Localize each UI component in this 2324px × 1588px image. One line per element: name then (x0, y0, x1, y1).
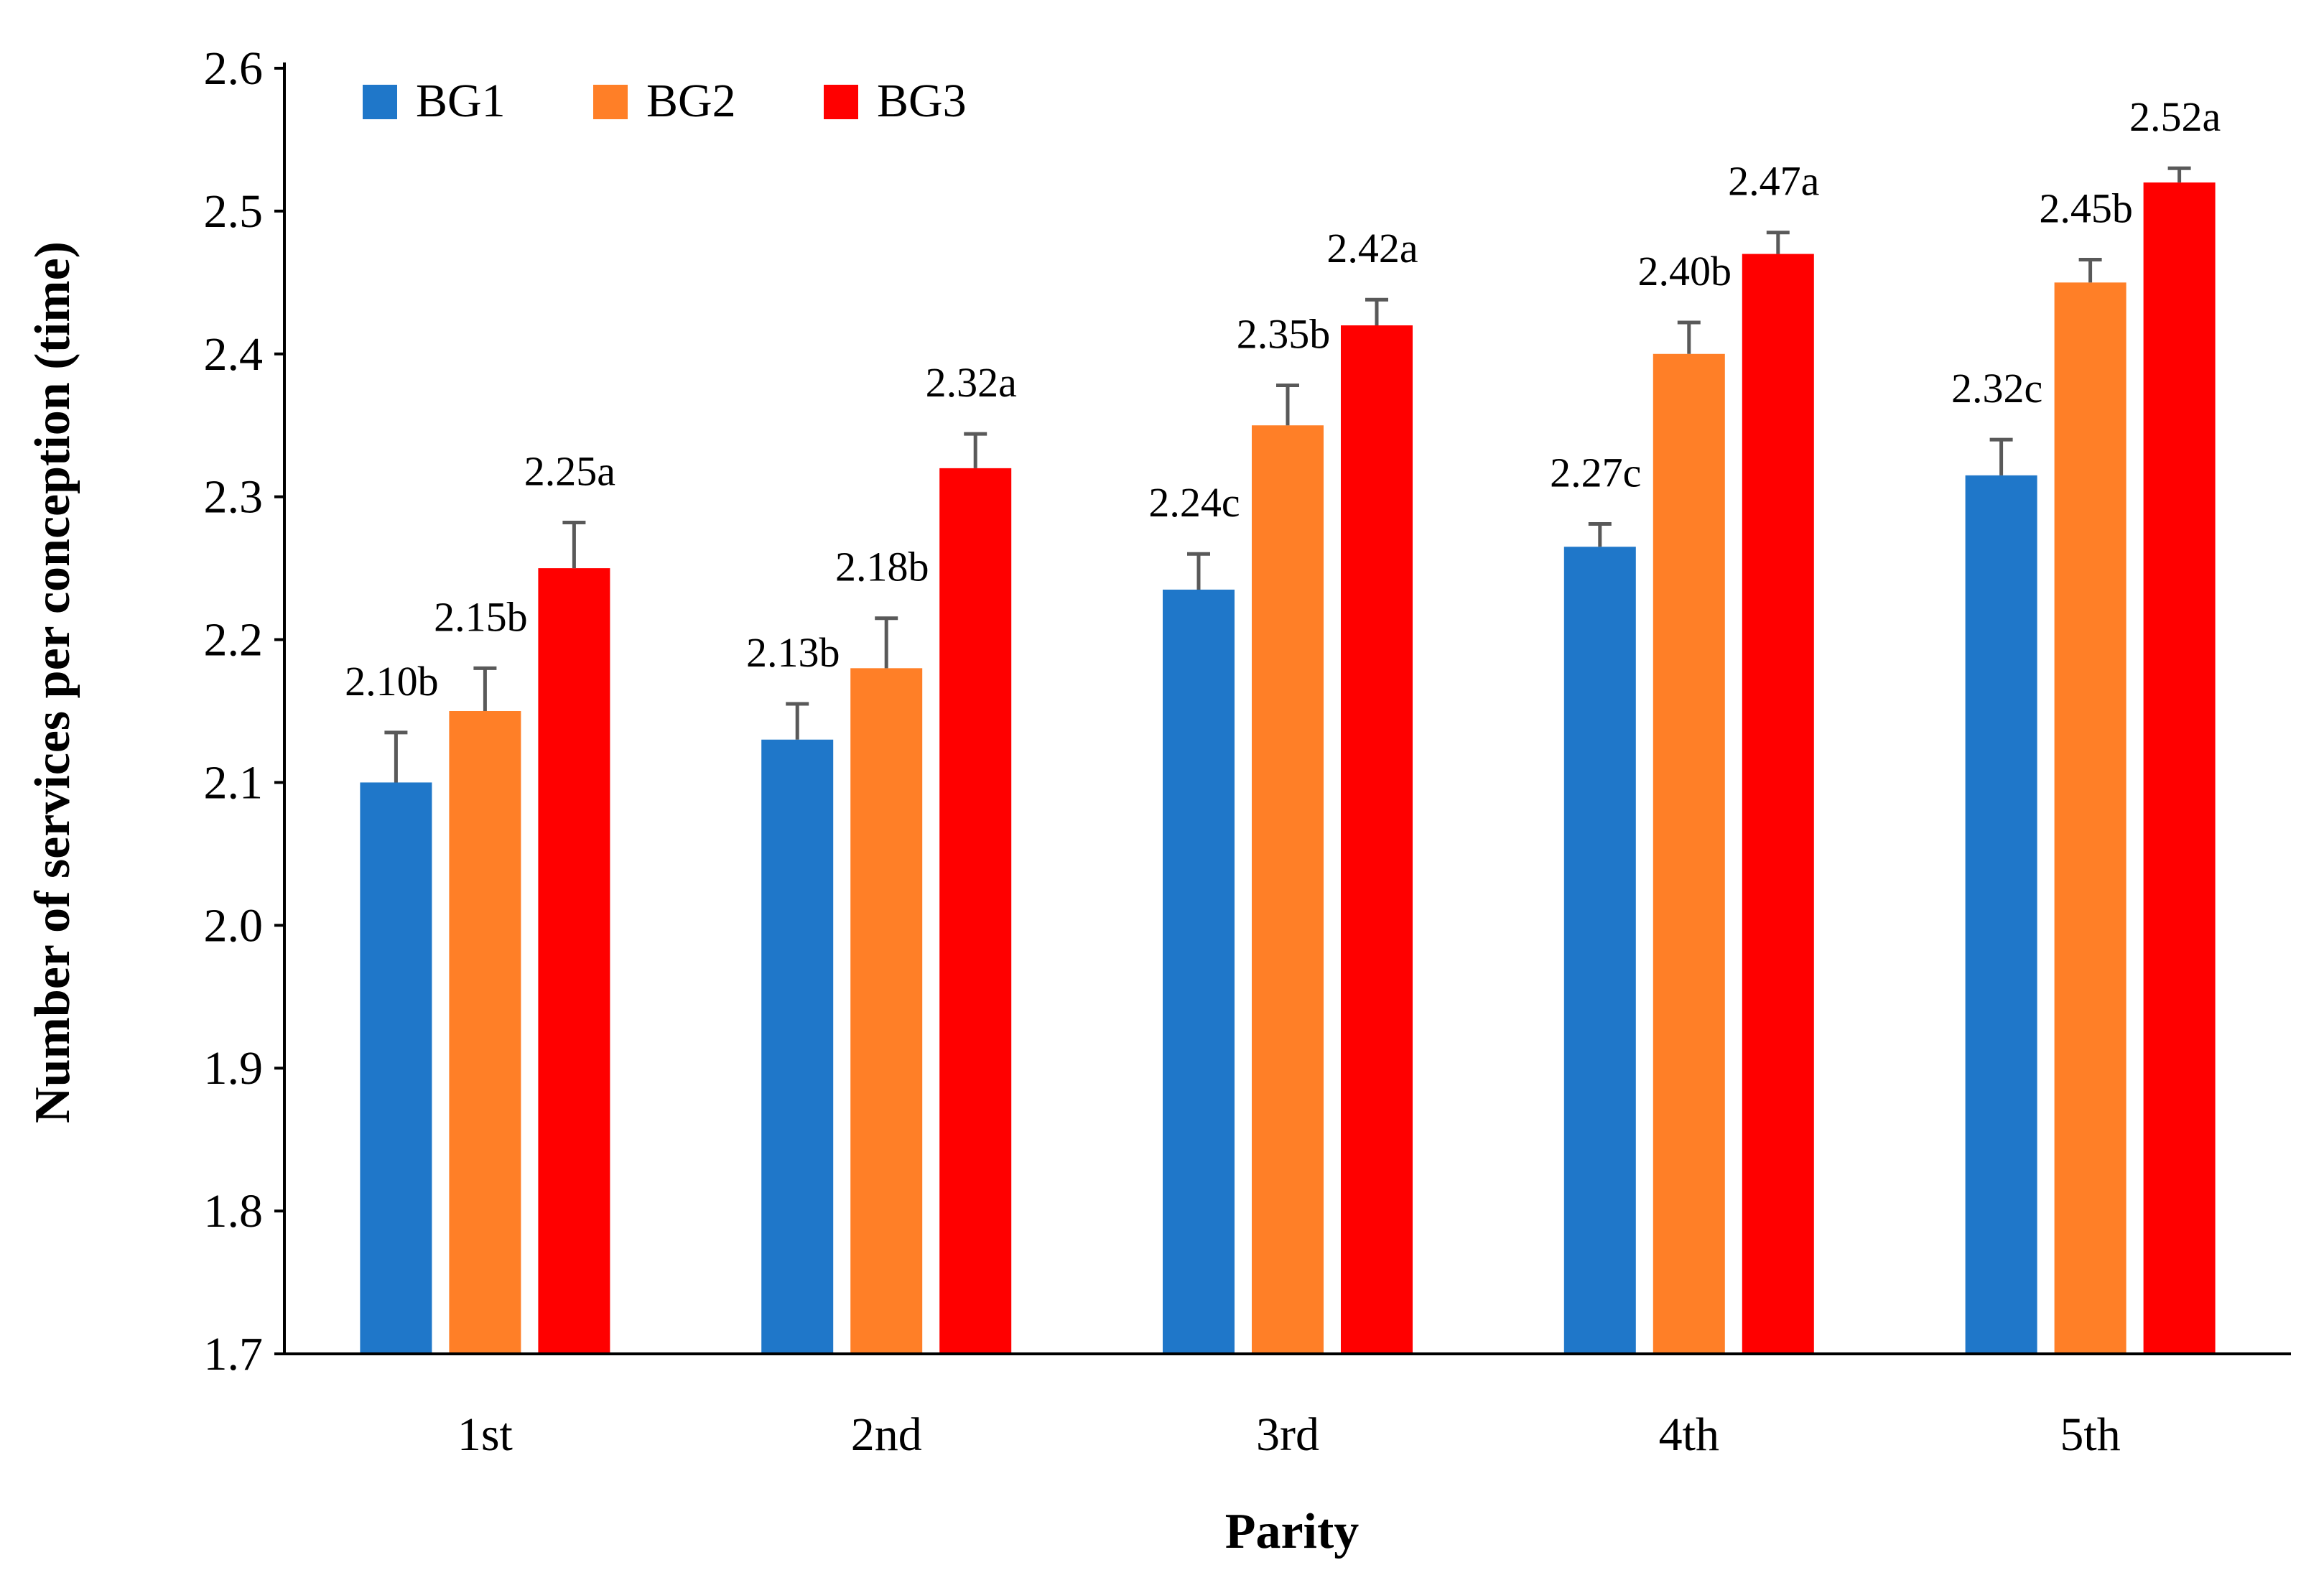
data-label-bg1-1st: 2.10b (345, 658, 439, 705)
error-bar-bg3-2nd (964, 432, 987, 468)
error-bar-bg2-2nd (875, 616, 898, 669)
legend: BG1 BG2 BG3 (363, 75, 967, 127)
bar-bg1-4th (1563, 547, 1636, 1354)
legend-swatch-bg3 (824, 85, 858, 119)
bar-bg3-5th (2143, 182, 2216, 1355)
data-label-bg1-4th: 2.27c (1550, 449, 1641, 496)
bar-bg3-3rd (1341, 325, 1413, 1354)
data-label-bg3-2nd: 2.32a (926, 359, 1017, 406)
error-bars-layer (384, 166, 2191, 783)
y-tick-label-2.3: 2.3 (204, 471, 264, 524)
bar-bg3-2nd (939, 468, 1012, 1354)
bar-bg2-1st (449, 711, 521, 1354)
y-axis-title: Number of services per conception (time) (25, 241, 80, 1123)
legend-item-bg2: BG2 (593, 75, 736, 127)
y-tick-label-2.1: 2.1 (204, 756, 264, 809)
y-tick-label-2.0: 2.0 (204, 899, 264, 952)
legend-item-bg1: BG1 (363, 75, 506, 127)
error-bar-bg3-3rd (1365, 297, 1388, 325)
data-label-bg3-4th: 2.47a (1728, 158, 1819, 205)
error-bar-bg2-5th (2078, 258, 2102, 283)
data-label-bg1-5th: 2.32c (1951, 365, 2042, 412)
error-bar-bg3-1st (562, 520, 586, 569)
bar-bg3-1st (538, 568, 610, 1354)
error-bar-bg1-1st (384, 730, 408, 783)
y-tick-label-2.4: 2.4 (204, 328, 264, 381)
legend-item-bg3: BG3 (824, 75, 967, 127)
data-label-bg2-4th: 2.40b (1638, 248, 1732, 294)
bar-bg3-4th (1742, 254, 1814, 1354)
legend-swatch-bg2 (593, 85, 628, 119)
error-bar-bg2-4th (1677, 320, 1701, 354)
legend-swatch-bg1 (363, 85, 397, 119)
y-tick-label-2.6: 2.6 (204, 42, 264, 95)
bar-bg1-3rd (1163, 589, 1235, 1354)
bar-bg1-5th (1965, 475, 2037, 1355)
error-bar-bg3-4th (1766, 231, 1790, 254)
data-label-bg2-3rd: 2.35b (1237, 311, 1331, 358)
bar-bg2-5th (2054, 282, 2127, 1354)
bar-bg1-1st (360, 782, 432, 1354)
data-label-bg3-5th: 2.52a (2129, 93, 2221, 140)
y-tick-label-1.8: 1.8 (204, 1185, 264, 1238)
data-label-bg1-3rd: 2.24c (1148, 479, 1240, 526)
x-axis-title: Parity (1225, 1504, 1359, 1559)
data-label-bg2-1st: 2.15b (434, 593, 528, 640)
data-label-bg1-2nd: 2.13b (746, 629, 840, 676)
error-bar-bg1-4th (1588, 521, 1612, 547)
x-tick-label-2nd: 2nd (851, 1408, 922, 1461)
x-tick-label-1st: 1st (457, 1408, 513, 1461)
data-label-bg2-5th: 2.45b (2039, 185, 2133, 232)
x-tick-label-5th: 5th (2060, 1408, 2120, 1461)
data-label-bg3-1st: 2.25a (524, 447, 615, 494)
legend-label-bg1: BG1 (416, 75, 506, 127)
x-tick-label-4th: 4th (1659, 1408, 1719, 1461)
error-bar-bg1-3rd (1187, 552, 1210, 590)
y-tick-label-2.2: 2.2 (204, 614, 264, 667)
legend-label-bg2: BG2 (646, 75, 736, 127)
error-bar-bg2-3rd (1276, 384, 1299, 426)
error-bar-bg2-1st (473, 666, 497, 711)
error-bar-bg3-5th (2167, 166, 2191, 183)
bar-bg1-2nd (761, 739, 834, 1354)
error-bar-bg1-2nd (786, 702, 809, 740)
y-tick-label-1.7: 1.7 (204, 1328, 264, 1380)
data-label-bg2-2nd: 2.18b (835, 544, 929, 590)
axes-layer: 1st 2nd 3rd 4th 5th1.71.81.92.02.12.22.32.42… (25, 42, 2291, 1559)
error-bar-bg1-5th (1989, 437, 2013, 475)
bar-bg2-4th (1653, 353, 1725, 1354)
y-tick-label-1.9: 1.9 (204, 1042, 264, 1095)
y-tick-label-2.5: 2.5 (204, 185, 264, 238)
bars-layer (360, 182, 2216, 1355)
bar-bg2-2nd (850, 668, 923, 1354)
data-label-bg3-3rd: 2.42a (1326, 225, 1418, 271)
legend-label-bg3: BG3 (877, 75, 967, 127)
x-tick-label-3rd: 3rd (1256, 1408, 1319, 1461)
data-labels-layer: 2.10b 2.15b 2.25a 2.13b 2.18b 2.32a 2.24c 2.35b… (345, 93, 2221, 705)
bar-bg2-3rd (1252, 425, 1324, 1355)
